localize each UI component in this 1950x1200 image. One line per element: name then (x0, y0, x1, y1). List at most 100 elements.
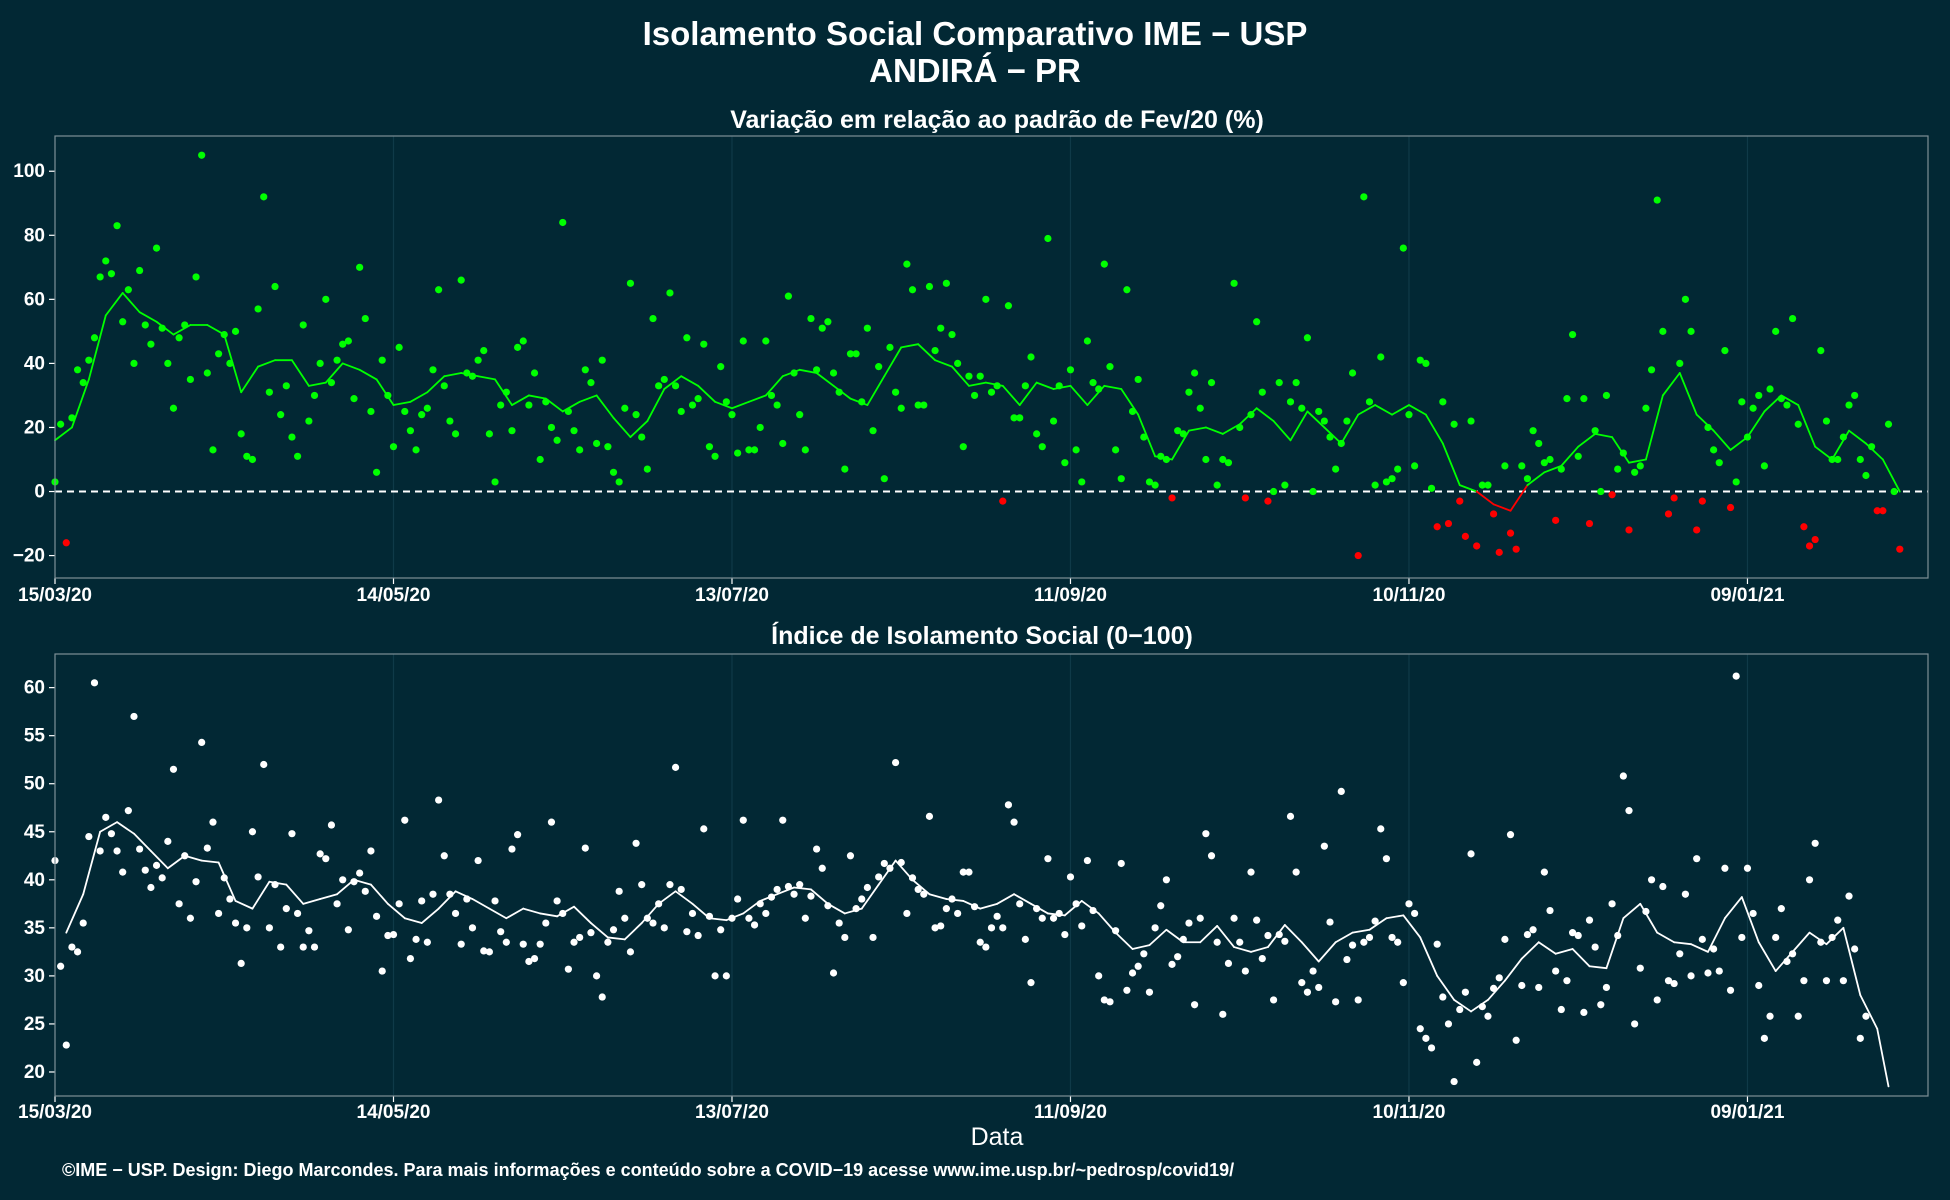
index-data-point (401, 816, 409, 824)
index-data-point (85, 832, 93, 841)
index-moving-average-segment (1300, 941, 1320, 963)
index-data-point (858, 895, 866, 903)
index-data-point (339, 876, 347, 884)
variation-data-point (1343, 417, 1351, 425)
index-data-point (1303, 988, 1312, 996)
index-data-point (1264, 931, 1272, 940)
variation-data-point (79, 379, 87, 387)
variation-data-point (418, 411, 426, 419)
index-data-point (688, 909, 697, 918)
variation-data-point (598, 356, 606, 364)
variation-data-point (192, 273, 200, 281)
index-data-point (79, 919, 87, 927)
index-moving-average-segment (386, 902, 406, 920)
index-data-point (271, 881, 279, 889)
index-data-point (705, 912, 714, 920)
variation-data-point (102, 257, 110, 265)
variation-data-point (948, 330, 956, 339)
variation-data-point (604, 443, 612, 451)
index-data-point (1298, 979, 1306, 987)
variation-moving-average-segment (54, 426, 73, 442)
index-moving-average-segment (1622, 902, 1642, 920)
index-data-point (1811, 839, 1819, 847)
index-data-point (1004, 801, 1013, 809)
variation-data-point (1112, 446, 1120, 454)
variation-moving-average-segment (1797, 404, 1817, 448)
variation-data-point (474, 356, 482, 364)
variation-data-point (1676, 359, 1684, 368)
variation-data-point (570, 427, 578, 435)
variation-data-point (1157, 452, 1165, 460)
index-moving-average-segment (1334, 931, 1354, 944)
variation-data-point (1636, 462, 1644, 470)
variation-moving-average-segment (1848, 429, 1867, 445)
index-data-point (282, 905, 290, 913)
variation-data-point (1422, 359, 1430, 368)
index-data-point (1049, 914, 1058, 922)
variation-data-point (1224, 459, 1233, 467)
index-data-point (1647, 876, 1656, 884)
variation-data-point (1851, 391, 1859, 400)
index-data-point (1095, 972, 1103, 980)
index-data-point (1190, 1001, 1199, 1009)
variation-data-point (1033, 430, 1041, 438)
index-moving-average-segment (82, 830, 102, 896)
footer-caption: ©IME − USP. Design: Diego Marcondes. Par… (62, 1160, 1234, 1180)
index-moving-average-segment (1351, 928, 1371, 934)
variation-data-point (1591, 427, 1599, 435)
index-data-point (525, 957, 533, 966)
index-data-point (626, 948, 635, 956)
variation-data-point (796, 411, 804, 419)
variation-data-point (1659, 327, 1667, 335)
variation-data-point (1145, 478, 1154, 486)
index-data-point (265, 924, 273, 932)
variation-moving-average-segment (1204, 426, 1224, 435)
variation-data-point (440, 382, 448, 390)
variation-data-point (1151, 481, 1159, 489)
index-moving-average-segment (860, 883, 880, 910)
variation-data-point (660, 375, 668, 384)
variation-moving-average-segment (934, 359, 953, 368)
index-data-point (1100, 996, 1108, 1004)
index-data-point (1467, 850, 1475, 858)
index-data-point (141, 866, 149, 874)
index-xtick-label: 09/01/21 (1710, 1102, 1784, 1123)
index-data-point (1365, 933, 1374, 942)
index-data-point (1247, 868, 1255, 876)
variation-data-point (999, 497, 1007, 505)
variation-data-point (818, 324, 826, 332)
index-data-point (226, 895, 234, 903)
variation-moving-average-segment (1188, 426, 1207, 432)
index-data-point (1518, 981, 1526, 990)
index-data-point (474, 856, 482, 865)
index-data-point (728, 914, 736, 922)
variation-data-point (147, 340, 155, 348)
index-moving-average-segment (1199, 925, 1219, 944)
index-data-point (1021, 935, 1029, 943)
index-data-point (762, 909, 770, 918)
index-data-point (1151, 924, 1159, 932)
variation-data-point (1411, 462, 1419, 470)
variation-moving-average-segment (764, 375, 784, 397)
index-data-point (124, 807, 132, 815)
variation-data-point (1179, 430, 1187, 438)
variation-data-point (1202, 455, 1210, 464)
index-data-point (1258, 954, 1266, 963)
variation-data-point (68, 414, 76, 422)
variation-data-point (1664, 510, 1673, 518)
index-data-point (829, 969, 838, 977)
variation-data-point (1196, 404, 1204, 412)
variation-data-point (1016, 414, 1024, 422)
index-data-point (1839, 977, 1847, 985)
index-data-point (406, 954, 415, 963)
index-data-point (886, 864, 894, 872)
variation-data-point (350, 395, 358, 403)
variation-data-point (1405, 411, 1413, 419)
index-data-point (1275, 930, 1283, 939)
variation-data-point (1010, 414, 1018, 422)
variation-data-point (85, 356, 93, 364)
index-data-point (152, 861, 161, 869)
variation-data-point (1219, 455, 1227, 464)
index-data-point (102, 813, 110, 821)
variation-moving-average-segment (1357, 404, 1377, 416)
